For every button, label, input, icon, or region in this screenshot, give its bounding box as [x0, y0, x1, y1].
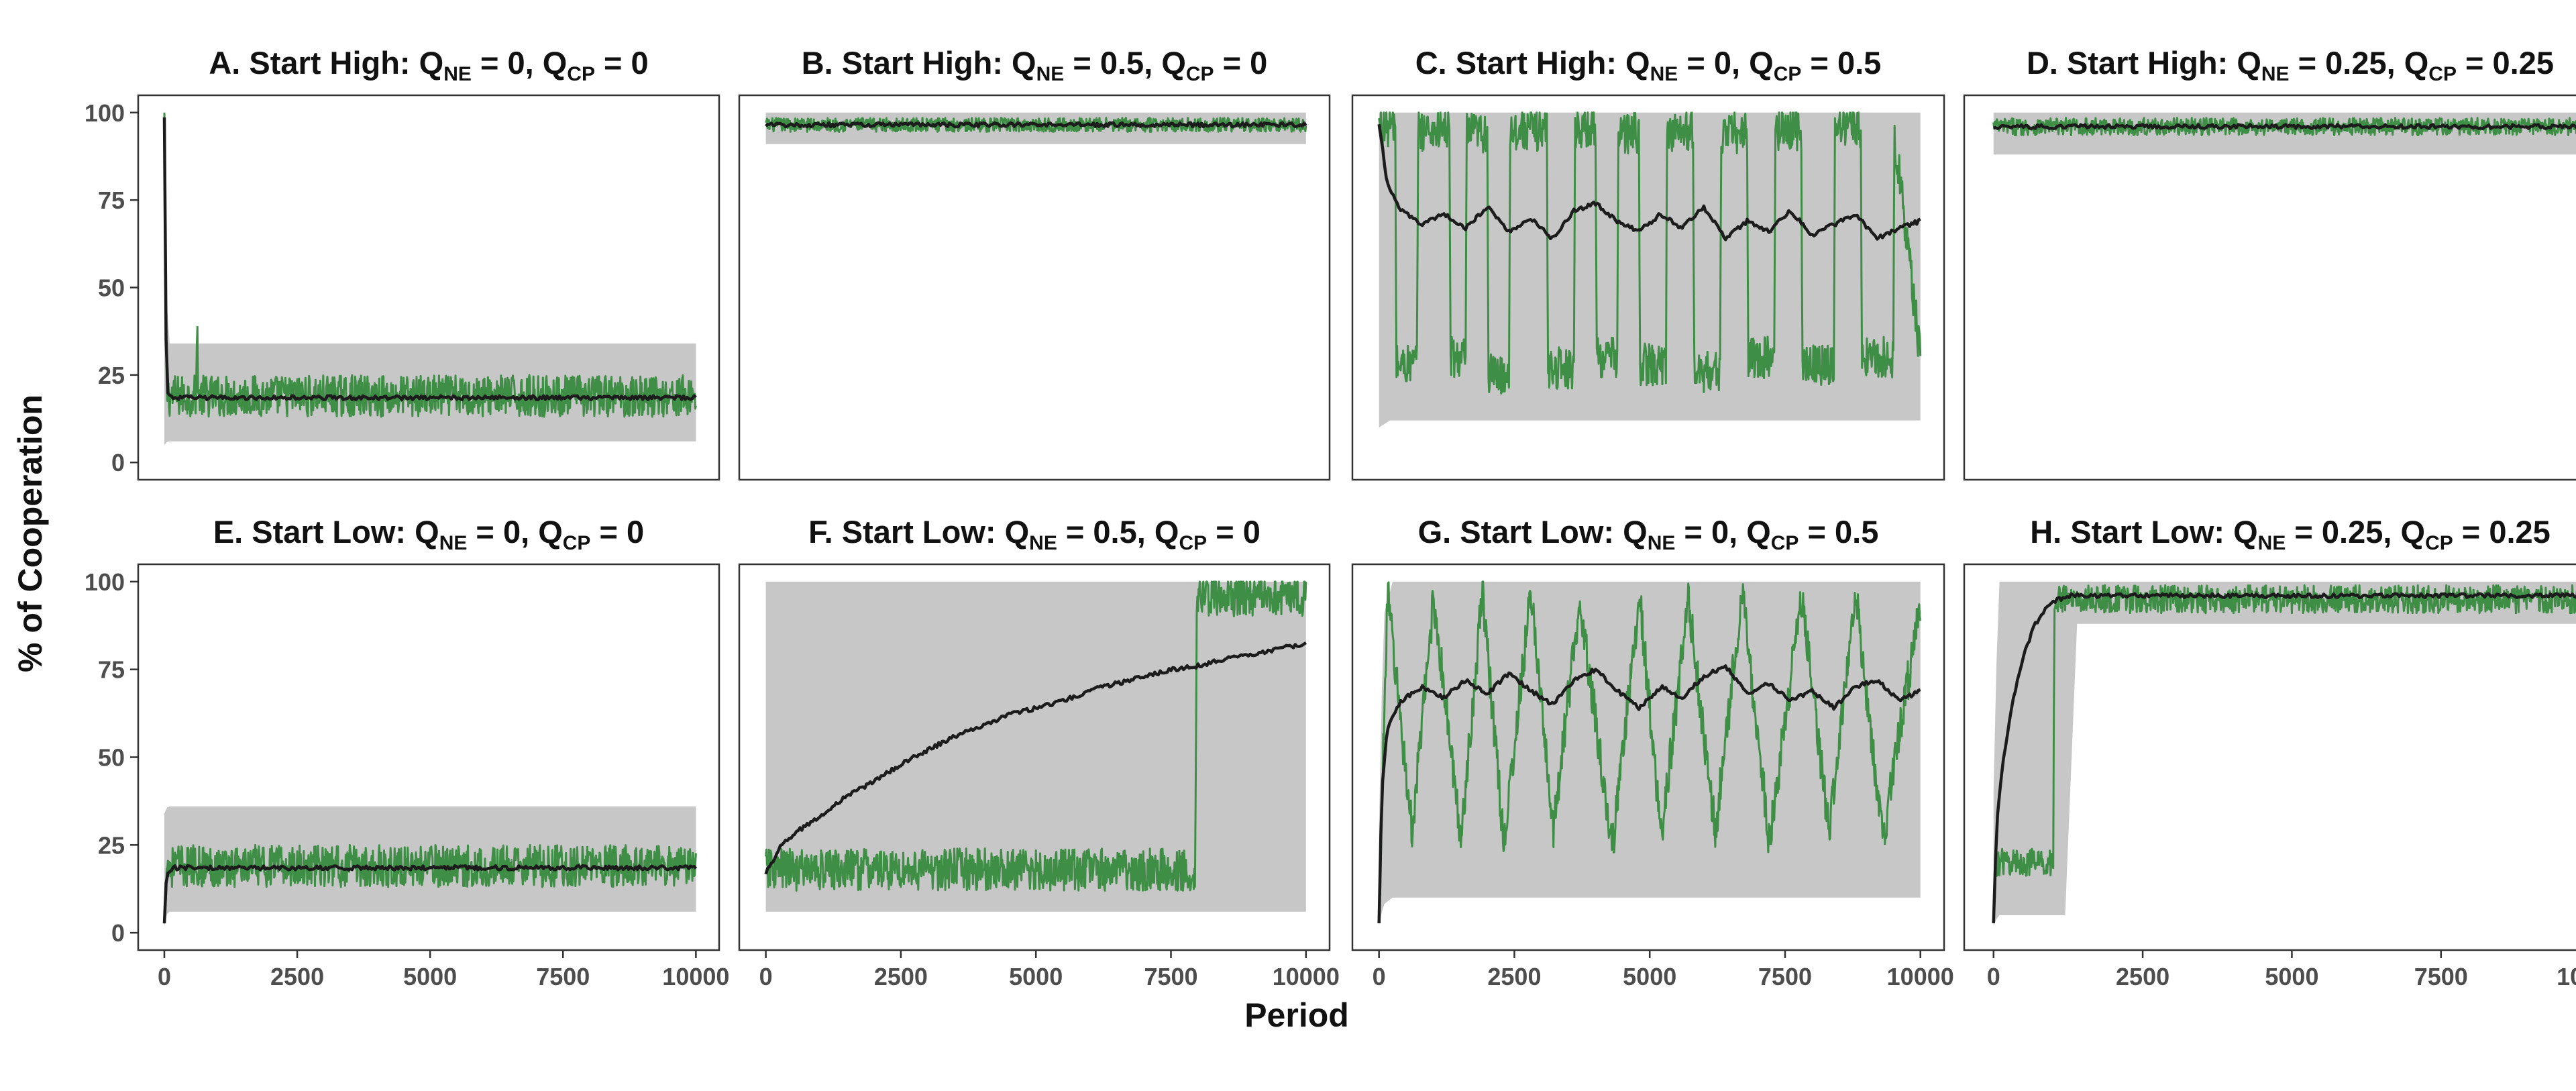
- panel-H: 0 2500 5000 7500 10000 H. Start Low: QNE = 0.…: [1963, 514, 2576, 990]
- panel-title-H: H. Start Low: QNE = 0.25, QCP = 0.25: [2030, 514, 2551, 554]
- band-runs-F: [765, 581, 1306, 912]
- x-tick-label-G-3: 7500: [1758, 963, 1812, 990]
- panel-title-G: G. Start Low: QNE = 0, QCP = 0.5: [1418, 514, 1879, 554]
- x-tick-label-F-0: 0: [759, 963, 773, 990]
- plot-area-E: [162, 806, 698, 926]
- band-runs-C: [1379, 112, 1921, 428]
- plot-area-C: [1377, 111, 1922, 428]
- series-mean-F: [764, 641, 1307, 875]
- x-tick-label-G-0: 0: [1373, 963, 1386, 990]
- plot-area-F: [764, 580, 1307, 912]
- y-tick-label-A-3: 75: [98, 187, 125, 214]
- series-mean-G: [1377, 664, 1921, 924]
- panel-E: 0 25 50 75 100 0 2500 5000 7500 10000 E. Start Low…: [85, 514, 729, 990]
- y-tick-label-E-0: 0: [111, 919, 125, 947]
- panel-frame-F: [738, 563, 1331, 951]
- panel-frame-B: [738, 94, 1331, 481]
- panel-D: D. Start High: QNE = 0.25, QCP = 0.25: [1963, 45, 2576, 481]
- plot-area-B: [765, 112, 1307, 144]
- x-tick-label-E-2: 5000: [403, 963, 457, 990]
- y-tick-label-E-3: 75: [98, 656, 125, 684]
- series-sample-run-G: [1378, 580, 1922, 908]
- x-tick-label-E-1: 2500: [270, 963, 324, 990]
- panel-title-B: B. Start High: QNE = 0.5, QCP = 0: [802, 45, 1268, 85]
- panel-frame-D: [1963, 94, 2576, 481]
- plot-area-A: [162, 112, 697, 446]
- x-tick-label-G-4: 10000: [1887, 963, 1954, 990]
- panel-B: B. Start High: QNE = 0.5, QCP = 0: [738, 45, 1331, 481]
- plot-area-H: [1992, 581, 2576, 926]
- series-mean-H: [1992, 592, 2576, 923]
- plot-area-G: [1377, 580, 1922, 926]
- panel-frame-C: [1351, 94, 1945, 481]
- series-mean-D: [1993, 123, 2576, 131]
- series-sample-run-H: [1992, 584, 2576, 912]
- band-runs-G: [1379, 581, 1921, 926]
- panel-A: 0 25 50 75 100 A. Start High: QNE = 0, QCP = …: [85, 45, 720, 481]
- series-mean-A: [162, 117, 697, 402]
- y-tick-label-E-4: 100: [85, 568, 125, 596]
- panel-frame-H: [1963, 563, 2576, 951]
- band-runs-A: [164, 112, 696, 446]
- y-tick-label-A-4: 100: [85, 99, 125, 127]
- panel-title-F: F. Start Low: QNE = 0.5, QCP = 0: [808, 514, 1260, 554]
- band-runs-B: [765, 112, 1306, 144]
- series-mean-C: [1377, 123, 1921, 242]
- x-tick-label-E-0: 0: [158, 963, 171, 990]
- panel-G: 0 2500 5000 7500 10000 G. Start Low: QNE = 0,…: [1351, 514, 1954, 990]
- band-runs-H: [1993, 581, 2576, 926]
- x-tick-label-F-4: 10000: [1273, 963, 1340, 990]
- y-axis-title: % of Cooperation: [11, 395, 49, 672]
- y-tick-label-A-2: 50: [98, 274, 125, 302]
- x-axis-title: Period: [1244, 996, 1349, 1034]
- series-sample-run-E: [163, 843, 697, 922]
- panel-F: 0 2500 5000 7500 10000 F. Start Low: QNE = 0.…: [738, 514, 1340, 990]
- x-tick-label-H-4: 10000: [2557, 963, 2576, 990]
- x-tick-label-F-1: 2500: [874, 963, 928, 990]
- x-tick-label-E-3: 7500: [536, 963, 590, 990]
- y-tick-label-E-1: 25: [98, 831, 125, 859]
- x-tick-label-E-4: 10000: [662, 963, 729, 990]
- x-tick-label-H-3: 7500: [2414, 963, 2468, 990]
- series-sample-run-B: [765, 117, 1307, 133]
- x-tick-label-H-2: 5000: [2265, 963, 2318, 990]
- panel-C: C. Start High: QNE = 0, QCP = 0.5: [1351, 45, 1945, 481]
- x-tick-label-F-2: 5000: [1009, 963, 1063, 990]
- series-mean-B: [765, 121, 1307, 129]
- series-sample-run-C: [1378, 111, 1922, 395]
- series-sample-run-A: [163, 112, 697, 418]
- x-tick-label-H-1: 2500: [2116, 963, 2169, 990]
- series-sample-run-F: [765, 580, 1307, 892]
- y-tick-label-A-1: 25: [98, 362, 125, 389]
- panel-title-E: E. Start Low: QNE = 0, QCP = 0: [213, 514, 644, 554]
- x-tick-label-H-0: 0: [1987, 963, 2000, 990]
- y-tick-label-A-0: 0: [111, 449, 125, 476]
- panel-title-A: A. Start High: QNE = 0, QCP = 0: [209, 45, 648, 85]
- panel-frame-G: [1351, 563, 1945, 951]
- x-tick-label-G-2: 5000: [1623, 963, 1676, 990]
- panel-title-D: D. Start High: QNE = 0.25, QCP = 0.25: [2027, 45, 2554, 85]
- series-mean-E: [162, 864, 698, 924]
- panel-title-C: C. Start High: QNE = 0, QCP = 0.5: [1415, 45, 1882, 85]
- band-runs-E: [164, 806, 696, 926]
- plot-area-D: [1992, 112, 2576, 155]
- x-tick-label-G-1: 2500: [1487, 963, 1541, 990]
- x-tick-label-F-3: 7500: [1144, 963, 1197, 990]
- panels: 0 25 50 75 100 A. Start High: QNE = 0, QCP = …: [85, 45, 2576, 990]
- y-tick-label-E-2: 50: [98, 744, 125, 772]
